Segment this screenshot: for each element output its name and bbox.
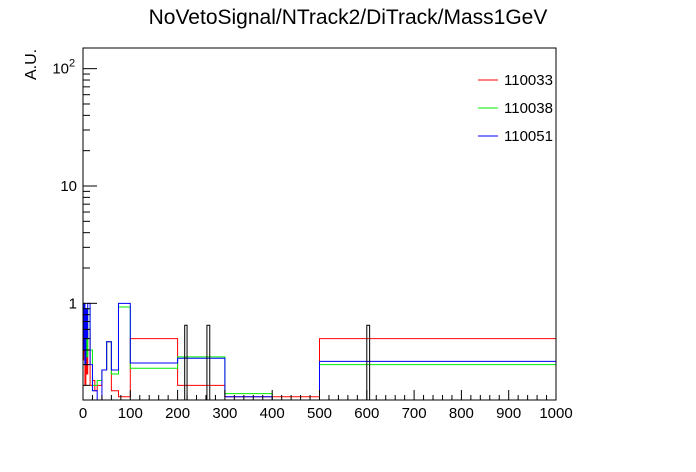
y-axis-label: A.U. <box>23 49 40 80</box>
x-tick-label: 600 <box>354 405 379 422</box>
series-line-unlabeled-3 <box>184 324 371 400</box>
y-tick-label: 10 <box>60 178 77 195</box>
x-axis: 0 100 200 300 400 500 600 700 800 900 1000 <box>79 390 573 422</box>
legend-label: 110051 <box>504 128 553 145</box>
x-tick-label: 300 <box>212 405 237 422</box>
legend: 110033 110038 110051 <box>478 72 553 145</box>
series-layer <box>82 302 557 401</box>
x-tick-label: 700 <box>402 405 427 422</box>
legend-label: 110033 <box>504 72 553 89</box>
x-tick-label: 500 <box>307 405 332 422</box>
x-tick-label: 100 <box>118 405 143 422</box>
legend-label: 110038 <box>504 100 553 117</box>
x-tick-label: 0 <box>79 405 87 422</box>
x-tick-label: 800 <box>449 405 474 422</box>
y-tick-label: 1 <box>69 295 77 312</box>
y-tick-label: 10 <box>52 61 69 78</box>
x-tick-label: 1000 <box>539 405 572 422</box>
y-tick-exponent: 2 <box>69 58 75 70</box>
x-tick-label: 400 <box>260 405 285 422</box>
x-tick-label: 200 <box>165 405 190 422</box>
x-tick-label: 900 <box>496 405 521 422</box>
chart-title: NoVetoSignal/NTrack2/DiTrack/Mass1GeV <box>149 6 548 29</box>
